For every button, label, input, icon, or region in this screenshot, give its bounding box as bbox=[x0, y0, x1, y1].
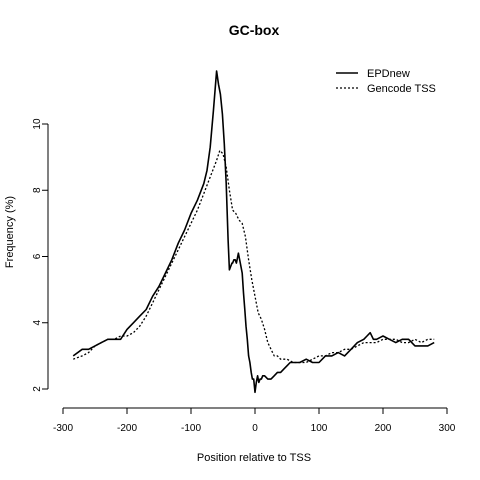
x-tick-label: -100 bbox=[181, 423, 201, 434]
x-tick-label: 100 bbox=[311, 423, 328, 434]
legend-label: EPDnew bbox=[367, 68, 410, 80]
x-axis: -300 -200 -100 0 100 200 300 bbox=[53, 407, 456, 434]
x-tick-label: 200 bbox=[375, 423, 392, 434]
y-tick-label: 10 bbox=[32, 118, 43, 130]
y-axis-label: Frequency (%) bbox=[4, 196, 16, 268]
legend-label: Gencode TSS bbox=[367, 83, 436, 95]
x-tick-label: -200 bbox=[117, 423, 137, 434]
x-axis-label: Position relative to TSS bbox=[197, 452, 311, 464]
chart-title: GC-box bbox=[229, 22, 280, 38]
y-tick-label: 6 bbox=[32, 253, 43, 259]
legend: EPDnew Gencode TSS bbox=[336, 68, 436, 95]
x-tick-label: 0 bbox=[252, 423, 258, 434]
y-tick-label: 8 bbox=[32, 187, 43, 193]
y-axis: 2 4 6 8 10 bbox=[32, 118, 49, 392]
series-layer bbox=[72, 70, 435, 394]
y-tick-label: 2 bbox=[32, 386, 43, 392]
x-tick-label: -300 bbox=[53, 423, 73, 434]
x-tick-label: 300 bbox=[439, 423, 456, 434]
series-line-gencode-tss bbox=[72, 149, 435, 364]
y-tick-label: 4 bbox=[32, 320, 43, 326]
series-line-epdnew bbox=[72, 70, 435, 394]
